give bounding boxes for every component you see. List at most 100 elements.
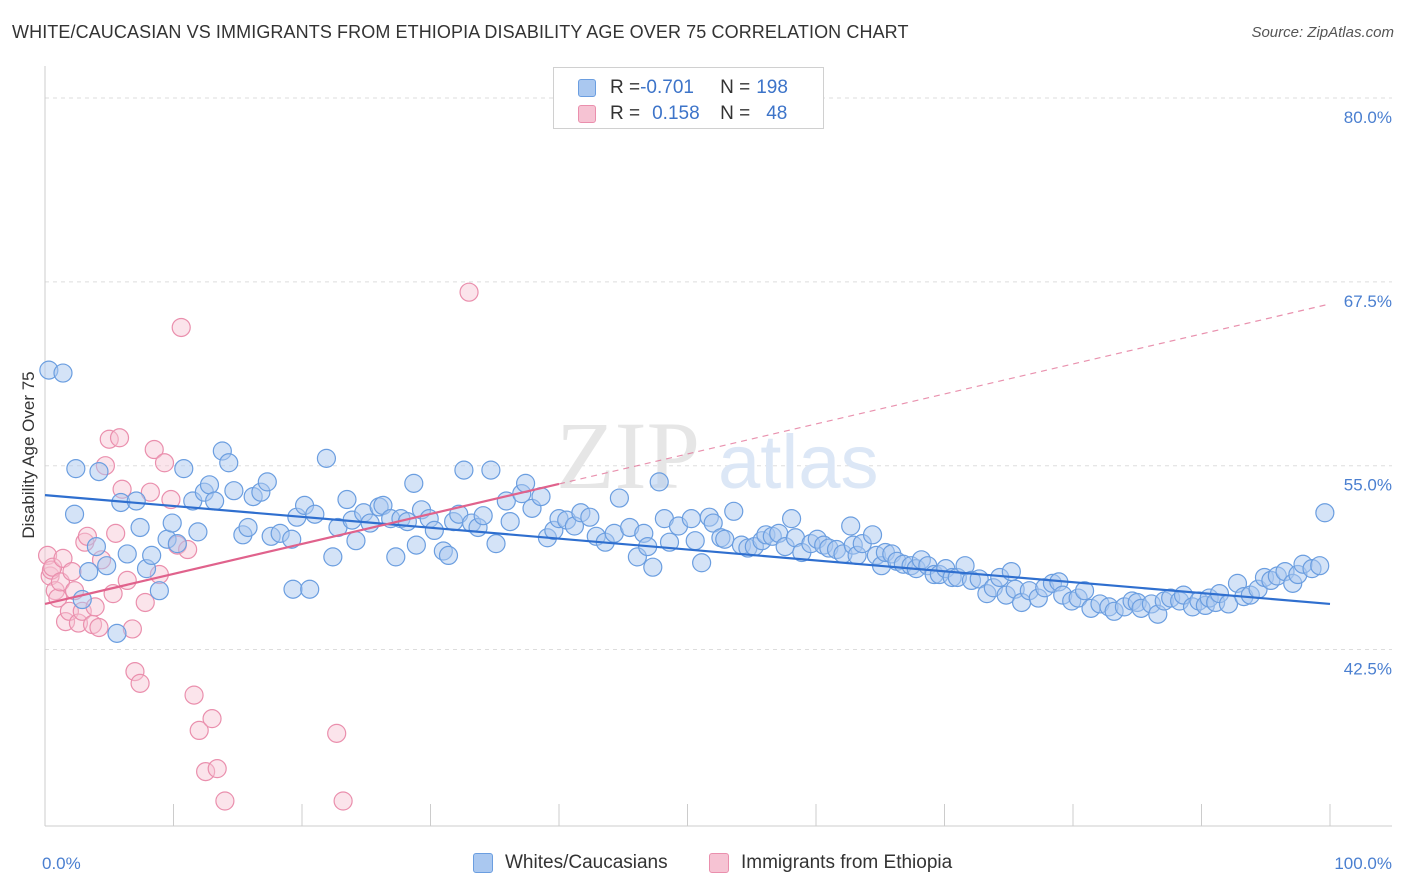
data-point-white bbox=[79, 561, 99, 582]
data-point-white bbox=[130, 517, 150, 538]
bottom-legend-white: Whites/Caucasians bbox=[473, 852, 668, 874]
data-point-white bbox=[257, 472, 277, 492]
data-point-white bbox=[862, 525, 883, 545]
data-point-white bbox=[454, 460, 474, 480]
data-point-white bbox=[53, 363, 73, 383]
data-point-white bbox=[66, 459, 86, 479]
data-point-white bbox=[715, 529, 735, 549]
data-point-ethiopia bbox=[53, 548, 73, 568]
data-point-white bbox=[643, 557, 663, 577]
data-point-white bbox=[162, 513, 182, 533]
watermark-zip: ZIP bbox=[556, 402, 700, 509]
data-point-ethiopia bbox=[207, 759, 227, 779]
data-point-white bbox=[438, 545, 459, 566]
data-point-ethiopia bbox=[68, 613, 89, 633]
y-tick-label: 42.5% bbox=[1344, 660, 1392, 679]
data-point-ethiopia bbox=[154, 453, 175, 473]
data-point-white bbox=[323, 547, 343, 567]
data-point-ethiopia bbox=[184, 685, 204, 705]
series-white-points bbox=[39, 360, 1335, 643]
x-tick-labels: 0.0% 100.0% bbox=[42, 854, 1392, 873]
legend-r-value: 0.158 bbox=[652, 103, 700, 124]
data-point-white bbox=[404, 473, 424, 493]
data-point-white bbox=[692, 553, 712, 573]
data-point-white bbox=[580, 507, 600, 527]
legend-row-white: R = -0.701 N = 198 bbox=[578, 76, 788, 100]
y-tick-label: 55.0% bbox=[1344, 476, 1392, 495]
bottom-legend-swatch-ethiopia bbox=[709, 853, 729, 873]
watermark-atlas: atlas bbox=[718, 420, 879, 505]
data-point-ethiopia bbox=[99, 429, 119, 449]
legend-r-label: R = bbox=[610, 77, 641, 98]
data-point-white bbox=[188, 522, 208, 542]
legend-n-value: 198 bbox=[756, 77, 788, 98]
data-point-white bbox=[282, 529, 302, 549]
data-point-ethiopia bbox=[106, 523, 126, 543]
data-point-white bbox=[681, 509, 701, 529]
data-point-white bbox=[1310, 556, 1330, 576]
data-point-white bbox=[386, 547, 406, 567]
legend-swatch-ethiopia bbox=[578, 105, 596, 123]
y-tick-label: 67.5% bbox=[1344, 292, 1392, 311]
legend-swatch-white bbox=[578, 79, 596, 97]
data-point-ethiopia bbox=[109, 428, 130, 448]
data-point-ethiopia bbox=[62, 561, 82, 582]
watermark: ZIP atlas bbox=[556, 402, 879, 509]
y-tick-label: 80.0% bbox=[1344, 108, 1392, 127]
data-point-white bbox=[316, 448, 337, 468]
data-point-ethiopia bbox=[189, 720, 209, 741]
data-point-white bbox=[1074, 581, 1095, 601]
data-point-ethiopia bbox=[89, 617, 109, 638]
bottom-legend: Whites/Caucasians Immigrants from Ethiop… bbox=[0, 852, 1406, 878]
data-point-white bbox=[199, 475, 220, 495]
x-tick-label: 100.0% bbox=[1334, 854, 1392, 873]
data-point-ethiopia bbox=[125, 661, 145, 682]
data-point-white bbox=[305, 504, 325, 524]
data-point-white bbox=[174, 459, 194, 479]
data-point-white bbox=[117, 544, 137, 564]
data-point-white bbox=[238, 517, 258, 538]
grid bbox=[45, 97, 1392, 651]
data-point-white bbox=[86, 536, 107, 557]
chart-title: WHITE/CAUCASIAN VS IMMIGRANTS FROM ETHIO… bbox=[12, 22, 909, 42]
legend-n-label: N = bbox=[720, 103, 751, 124]
data-point-white bbox=[224, 481, 244, 501]
legend-r-value: -0.701 bbox=[640, 77, 694, 98]
data-point-ethiopia bbox=[459, 282, 479, 302]
data-point-ethiopia bbox=[196, 761, 216, 782]
data-point-ethiopia bbox=[327, 723, 347, 743]
bottom-legend-label-ethiopia: Immigrants from Ethiopia bbox=[741, 852, 953, 873]
axes bbox=[44, 66, 1392, 827]
data-point-white bbox=[107, 623, 127, 643]
data-point-white bbox=[406, 535, 426, 555]
data-point-ethiopia bbox=[333, 791, 353, 811]
data-point-white bbox=[500, 511, 520, 532]
data-point-ethiopia bbox=[202, 709, 222, 729]
data-point-white bbox=[481, 460, 501, 480]
data-point-white bbox=[97, 556, 117, 576]
trend-line-ethiopia bbox=[44, 482, 560, 606]
data-point-ethiopia bbox=[37, 545, 58, 566]
data-point-white bbox=[346, 531, 366, 551]
legend-n-value: 48 bbox=[766, 103, 788, 124]
data-point-ethiopia bbox=[144, 439, 164, 460]
bottom-legend-swatch-white bbox=[473, 853, 493, 873]
data-point-ethiopia bbox=[140, 482, 160, 502]
data-point-white bbox=[473, 506, 493, 526]
data-point-ethiopia bbox=[171, 317, 191, 338]
data-point-ethiopia bbox=[45, 581, 65, 601]
data-point-white bbox=[283, 579, 303, 599]
data-point-ethiopia bbox=[161, 489, 181, 510]
legend-row-ethiopia: R = 0.158 N = 48 bbox=[578, 102, 787, 126]
bottom-legend-ethiopia: Immigrants from Ethiopia bbox=[709, 852, 952, 874]
bottom-legend-label-white: Whites/Caucasians bbox=[505, 852, 668, 873]
data-point-white bbox=[167, 534, 187, 554]
legend-r-label: R = bbox=[610, 103, 641, 124]
data-point-white bbox=[205, 491, 225, 511]
data-point-white bbox=[841, 516, 861, 536]
data-point-white bbox=[89, 461, 109, 482]
data-point-white bbox=[424, 520, 444, 541]
data-point-white bbox=[337, 489, 357, 510]
source-label: Source: ZipAtlas.com bbox=[1251, 24, 1394, 41]
legend: R = -0.701 N = 198 R = 0.158 N = 48 bbox=[553, 67, 824, 129]
